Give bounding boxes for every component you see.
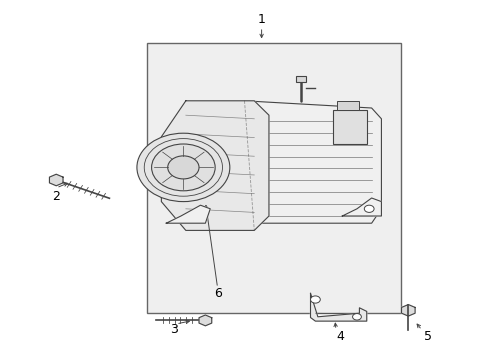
Circle shape bbox=[167, 156, 199, 179]
Text: 6: 6 bbox=[213, 287, 221, 300]
FancyBboxPatch shape bbox=[337, 101, 359, 110]
Bar bbox=[146, 43, 400, 313]
Text: 4: 4 bbox=[335, 330, 343, 343]
Text: 3: 3 bbox=[169, 323, 177, 336]
Circle shape bbox=[151, 144, 215, 191]
Polygon shape bbox=[244, 101, 381, 223]
Text: 2: 2 bbox=[52, 190, 60, 203]
Polygon shape bbox=[49, 174, 63, 186]
Text: 1: 1 bbox=[257, 13, 265, 26]
Text: 5: 5 bbox=[423, 330, 431, 343]
Circle shape bbox=[364, 205, 373, 212]
Polygon shape bbox=[166, 205, 210, 223]
Circle shape bbox=[310, 296, 320, 303]
Polygon shape bbox=[342, 198, 381, 216]
Polygon shape bbox=[199, 315, 211, 326]
Polygon shape bbox=[161, 101, 268, 230]
FancyBboxPatch shape bbox=[332, 110, 366, 144]
Polygon shape bbox=[310, 293, 366, 321]
Polygon shape bbox=[401, 305, 414, 316]
FancyBboxPatch shape bbox=[295, 76, 305, 82]
Circle shape bbox=[352, 314, 361, 320]
Circle shape bbox=[137, 133, 229, 202]
